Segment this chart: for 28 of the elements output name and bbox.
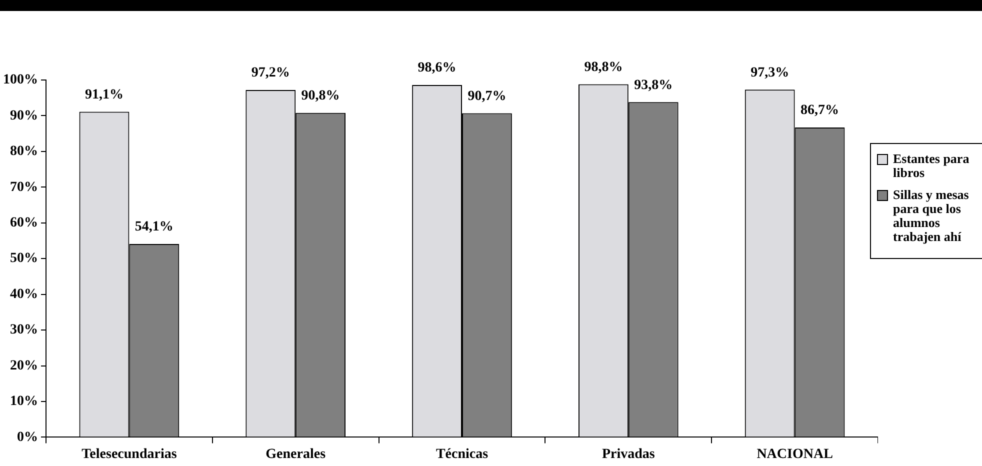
x-tick-label: Técnicas xyxy=(436,447,489,462)
y-tick-label: 100% xyxy=(3,72,38,88)
legend-label: Estantes para libros xyxy=(893,151,970,180)
x-tick-label: NACIONAL xyxy=(756,447,833,462)
y-tick-label: 0% xyxy=(17,430,38,445)
x-tick-label: Privadas xyxy=(602,447,656,462)
text: 97,2% xyxy=(251,66,290,81)
text: 90,7% xyxy=(468,88,506,104)
y-tick-label: 20% xyxy=(10,358,38,374)
y-tick-label: 90% xyxy=(10,108,38,124)
text: 91,1% xyxy=(84,87,124,102)
y-tick-label: 10% xyxy=(10,394,38,410)
x-tick-label: Generales xyxy=(266,447,326,462)
y-tick-label: 40% xyxy=(10,286,38,302)
y-tick-label: 30% xyxy=(10,322,38,338)
y-tick-label: 60% xyxy=(10,215,38,230)
text: 86,7% xyxy=(800,103,840,118)
text: 97,3% xyxy=(750,65,790,80)
y-tick-label: 80% xyxy=(10,144,38,160)
text: 98,6% xyxy=(418,60,456,76)
text: 93,8% xyxy=(634,78,673,93)
y-tick-label: 70% xyxy=(10,180,38,195)
text: 54,1% xyxy=(134,220,174,235)
text: 90,8% xyxy=(301,88,340,104)
y-tick-label: 50% xyxy=(10,251,38,266)
text: 98,8% xyxy=(584,60,623,75)
legend-label: Sillas y mesas para que los alumnos trabajen ahí xyxy=(893,187,970,244)
x-tick-label: Telesecundarias xyxy=(82,447,178,462)
